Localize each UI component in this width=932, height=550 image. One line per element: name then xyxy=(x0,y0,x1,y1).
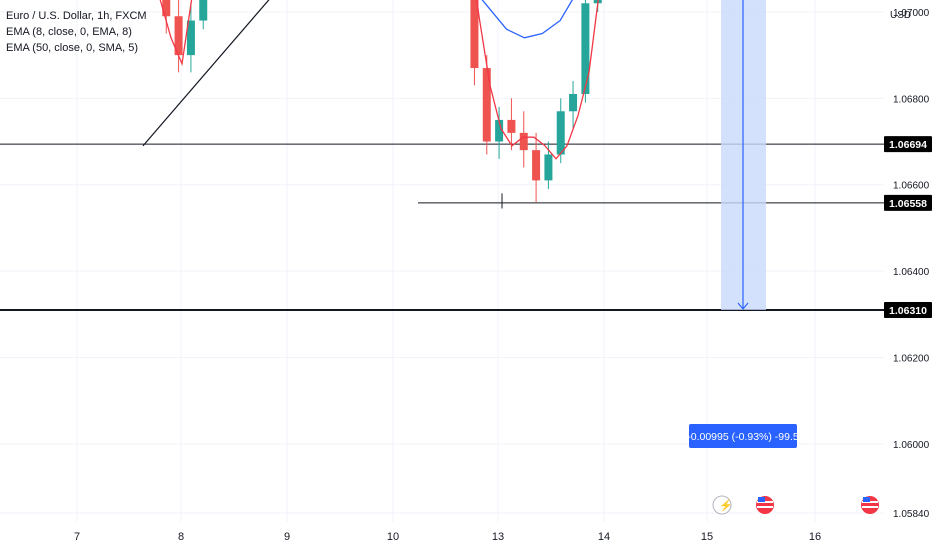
event-icons[interactable]: ⚡ xyxy=(712,495,879,515)
flash-event-icon[interactable] xyxy=(712,495,732,515)
candle-body xyxy=(495,119,504,142)
level-tag: 1.06310 xyxy=(889,305,927,317)
trendline xyxy=(142,0,270,147)
candle-body xyxy=(581,3,590,94)
candle-body xyxy=(482,68,491,142)
price-axis: USD 1.058401.060001.062001.064001.066001… xyxy=(884,0,932,522)
us-flag-icon[interactable] xyxy=(756,496,774,514)
candle-body xyxy=(507,119,516,133)
time-axis: 7 8 9 10 13 14 15 16 xyxy=(0,522,932,550)
y-tick-label: 1.07000 xyxy=(893,8,930,19)
x-tick-label: 15 xyxy=(701,531,713,543)
chart-legend: Euro / U.S. Dollar, 1h, FXCM EMA (8, clo… xyxy=(6,8,147,56)
candle-body xyxy=(470,0,479,69)
level-tag: 1.06558 xyxy=(889,198,927,210)
y-tick-label: 1.05840 xyxy=(893,509,930,520)
x-tick-label: 9 xyxy=(284,531,290,543)
trend-lines xyxy=(142,0,503,209)
level-tag: 1.06694 xyxy=(889,139,927,151)
measure-label: -0.00995 (-0.93%) -99.5 xyxy=(687,431,799,443)
candles xyxy=(162,0,602,202)
x-tick-label: 13 xyxy=(492,531,504,543)
currency-label: USD xyxy=(890,10,911,21)
candle-body xyxy=(532,150,541,181)
candle-body xyxy=(569,93,578,112)
measure-arrow-head xyxy=(737,302,749,310)
candle-body xyxy=(199,0,208,21)
candle-body xyxy=(186,20,195,56)
y-tick-label: 1.06000 xyxy=(893,440,930,451)
measure-label-bg[interactable] xyxy=(689,424,797,448)
us-flag-icon-2[interactable] xyxy=(861,496,879,514)
x-tick-label: 14 xyxy=(598,531,610,543)
candle-body xyxy=(556,111,565,155)
x-tick-label: 16 xyxy=(809,531,821,543)
legend-ema8[interactable]: EMA (8, close, 0, EMA, 8) xyxy=(6,26,132,38)
y-tick-label: 1.06800 xyxy=(893,94,930,105)
x-tick-label: 10 xyxy=(387,531,399,543)
y-tick-label: 1.06200 xyxy=(893,353,930,364)
measure-tool[interactable]: -0.00995 (-0.93%) -99.5 xyxy=(687,0,799,448)
x-tick-label: 8 xyxy=(178,531,184,543)
candle-body xyxy=(519,132,528,151)
x-tick-label: 7 xyxy=(74,531,80,543)
candle-body xyxy=(544,154,553,181)
price-tags: 1.079001.076141.073121.071611.066941.065… xyxy=(884,136,932,318)
level-tag-bg xyxy=(884,136,932,153)
candle-body xyxy=(174,16,183,56)
level-tag-bg xyxy=(884,194,932,211)
lightning-glyph: ⚡ xyxy=(719,499,733,512)
y-tick-label: 1.06600 xyxy=(893,181,930,192)
level-tag-bg xyxy=(884,301,932,318)
legend-title: Euro / U.S. Dollar, 1h, FXCM xyxy=(6,10,147,22)
legend-sma50[interactable]: EMA (50, close, 0, SMA, 5) xyxy=(6,42,139,54)
candle-body xyxy=(162,0,171,17)
y-tick-label: 1.06400 xyxy=(893,267,930,278)
